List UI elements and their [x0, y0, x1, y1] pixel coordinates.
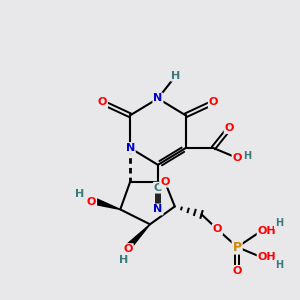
Polygon shape [94, 199, 120, 209]
Text: OH: OH [258, 226, 276, 236]
Text: H: H [243, 151, 251, 161]
Text: O: O [213, 224, 222, 234]
Text: O: O [232, 266, 242, 276]
Text: N: N [153, 204, 163, 214]
Text: O: O [160, 177, 170, 187]
Polygon shape [126, 224, 150, 249]
Text: H: H [275, 218, 283, 228]
Text: P: P [232, 241, 242, 254]
Text: H: H [171, 71, 180, 81]
Text: H: H [275, 260, 283, 270]
Text: O: O [225, 123, 234, 133]
Text: O: O [87, 196, 96, 206]
Text: O: O [124, 244, 133, 254]
Text: O: O [98, 98, 107, 107]
Text: O: O [209, 98, 218, 107]
Text: C: C [154, 183, 162, 193]
Text: H: H [75, 189, 84, 199]
Text: N: N [126, 143, 135, 153]
Text: OH: OH [258, 252, 276, 262]
Text: H: H [118, 255, 128, 265]
Text: N: N [153, 94, 163, 103]
Text: O: O [232, 153, 242, 163]
